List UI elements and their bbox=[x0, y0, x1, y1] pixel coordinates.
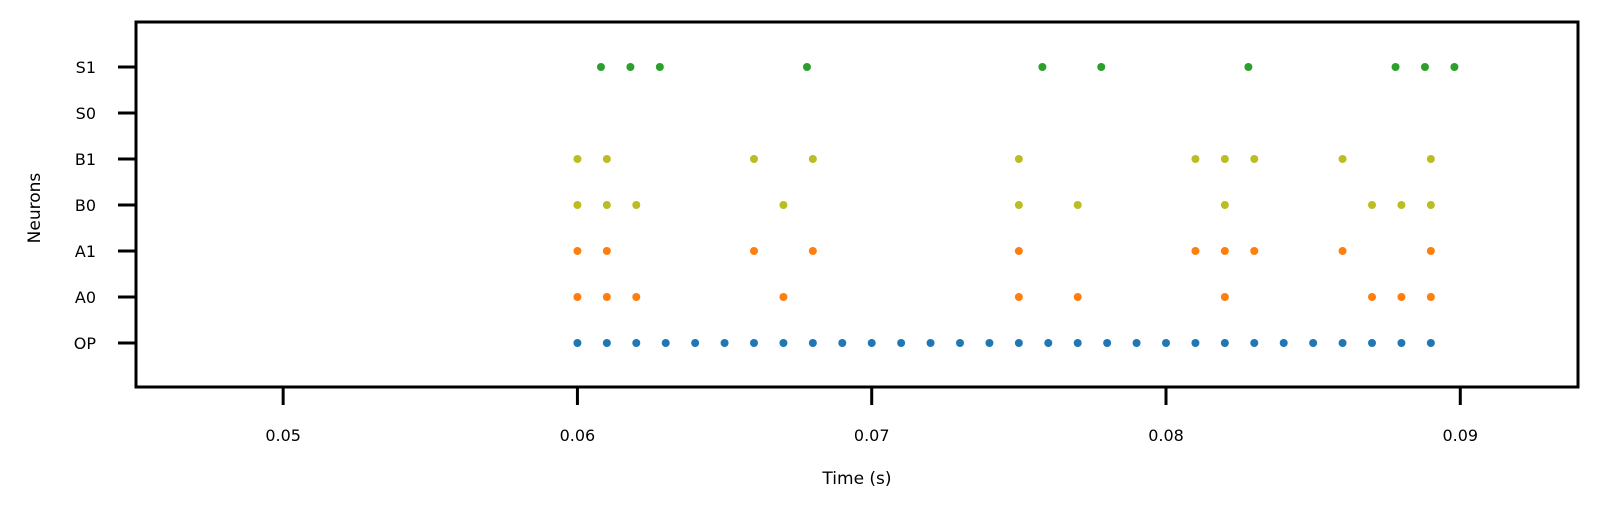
spike-point-a1 bbox=[1250, 247, 1259, 255]
spike-point-a1 bbox=[750, 247, 758, 255]
spike-point-op bbox=[1309, 339, 1318, 347]
spike-point-a1 bbox=[1220, 247, 1229, 255]
spike-point-op bbox=[956, 339, 964, 347]
spike-point-s1 bbox=[1450, 63, 1459, 71]
spike-point-op bbox=[1338, 339, 1347, 347]
spike-point-op bbox=[1162, 339, 1170, 347]
spike-point-op bbox=[1132, 339, 1141, 347]
spike-point-b0 bbox=[573, 201, 582, 209]
spike-point-op bbox=[808, 339, 817, 347]
spike-point-b1 bbox=[573, 155, 582, 163]
spike-point-op bbox=[985, 339, 994, 347]
spike-point-b0 bbox=[1220, 201, 1229, 209]
spike-point-b1 bbox=[1250, 155, 1259, 163]
spike-point-op bbox=[1397, 339, 1406, 347]
spike-point-a1 bbox=[1426, 247, 1435, 255]
y-tick-label-s0: S0 bbox=[76, 104, 96, 123]
spike-point-op bbox=[1191, 339, 1200, 347]
spike-point-op bbox=[779, 339, 788, 347]
spike-point-b1 bbox=[808, 155, 817, 163]
spike-point-s1 bbox=[1391, 63, 1400, 71]
spike-point-s1 bbox=[802, 63, 811, 71]
spike-point-a1 bbox=[1191, 247, 1200, 255]
x-axis-label: Time (s) bbox=[821, 469, 891, 489]
spike-point-b0 bbox=[1073, 201, 1082, 209]
spike-point-b0 bbox=[1397, 201, 1406, 209]
spike-point-a0 bbox=[1073, 293, 1082, 301]
spike-point-s1 bbox=[596, 63, 605, 71]
spike-point-op bbox=[1103, 339, 1112, 347]
spike-point-a1 bbox=[1338, 247, 1347, 255]
spike-point-b1 bbox=[1426, 155, 1435, 163]
spike-point-b0 bbox=[602, 201, 611, 209]
spike-point-op bbox=[750, 339, 758, 347]
spike-point-op bbox=[661, 339, 670, 347]
y-tick-label-s1: S1 bbox=[76, 58, 96, 77]
spike-point-op bbox=[632, 339, 641, 347]
spike-point-b1 bbox=[1338, 155, 1347, 163]
spike-point-a0 bbox=[1426, 293, 1435, 301]
spike-point-a0 bbox=[632, 293, 641, 301]
spike-point-op bbox=[1014, 339, 1023, 347]
spike-point-a0 bbox=[1397, 293, 1406, 301]
spike-point-op bbox=[838, 339, 847, 347]
x-axis: 0.05 0.06 0.07 0.08 0.09 bbox=[265, 387, 1478, 445]
spike-point-b0 bbox=[632, 201, 641, 209]
spike-point-op bbox=[1250, 339, 1259, 347]
y-tick-label-b1: B1 bbox=[75, 150, 96, 169]
spike-point-b0 bbox=[1426, 201, 1435, 209]
spike-point-a1 bbox=[1014, 247, 1023, 255]
spike-point-s1 bbox=[655, 63, 664, 71]
spike-point-b1 bbox=[1014, 155, 1023, 163]
spike-point-op bbox=[926, 339, 935, 347]
spike-point-a0 bbox=[1014, 293, 1023, 301]
spike-point-b1 bbox=[1191, 155, 1200, 163]
spike-point-b1 bbox=[750, 155, 758, 163]
spike-point-b1 bbox=[1220, 155, 1229, 163]
plot-frame bbox=[134, 20, 1580, 389]
spike-point-b0 bbox=[1368, 201, 1376, 209]
y-axis-label: Neurons bbox=[25, 173, 45, 244]
y-tick-label-b0: B0 bbox=[75, 196, 96, 215]
spike-point-op bbox=[1426, 339, 1435, 347]
x-tick-label: 0.07 bbox=[854, 426, 890, 445]
y-tick-label-op: OP bbox=[74, 334, 97, 353]
spike-point-s1 bbox=[626, 63, 635, 71]
spike-point-op bbox=[1073, 339, 1082, 347]
spike-point-op bbox=[602, 339, 611, 347]
spike-point-op bbox=[691, 339, 700, 347]
y-tick-label-a1: A1 bbox=[75, 242, 96, 261]
spike-point-op bbox=[1279, 339, 1288, 347]
spike-point-s1 bbox=[1097, 63, 1106, 71]
spike-point-op bbox=[1044, 339, 1053, 347]
spike-point-op bbox=[1368, 339, 1376, 347]
x-tick-label: 0.08 bbox=[1148, 426, 1184, 445]
spike-point-s1 bbox=[1420, 63, 1429, 71]
y-tick-label-a0: A0 bbox=[75, 288, 96, 307]
x-tick-label: 0.06 bbox=[560, 426, 596, 445]
spike-point-a0 bbox=[602, 293, 611, 301]
spike-point-op bbox=[897, 339, 906, 347]
spike-point-a0 bbox=[573, 293, 582, 301]
spike-point-op bbox=[867, 339, 876, 347]
spike-point-b1 bbox=[602, 155, 611, 163]
spike-point-a0 bbox=[779, 293, 788, 301]
x-tick-label: 0.05 bbox=[265, 426, 301, 445]
spike-points bbox=[573, 63, 1459, 347]
spike-point-b0 bbox=[1014, 201, 1023, 209]
spike-point-op bbox=[720, 339, 729, 347]
y-axis: OP A0 A1 B0 B1 S0 S1 bbox=[74, 58, 136, 353]
spike-point-op bbox=[1220, 339, 1229, 347]
spike-point-op bbox=[573, 339, 582, 347]
spike-point-a0 bbox=[1368, 293, 1376, 301]
spike-point-s1 bbox=[1038, 63, 1047, 71]
spike-point-a1 bbox=[808, 247, 817, 255]
spike-point-s1 bbox=[1244, 63, 1253, 71]
x-tick-label: 0.09 bbox=[1442, 426, 1478, 445]
spike-point-a1 bbox=[573, 247, 582, 255]
spike-point-b0 bbox=[779, 201, 788, 209]
spike-point-a1 bbox=[602, 247, 611, 255]
spike-point-a0 bbox=[1220, 293, 1229, 301]
